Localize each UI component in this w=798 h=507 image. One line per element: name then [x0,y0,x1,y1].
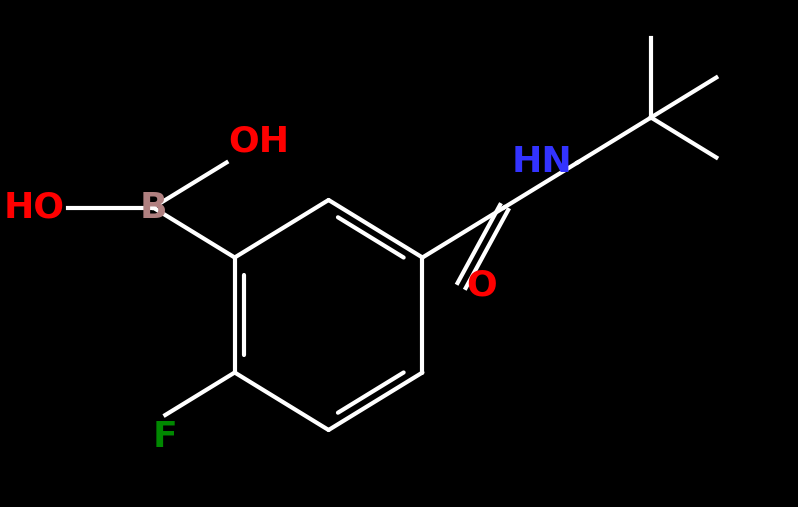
Text: O: O [466,268,497,303]
Text: OH: OH [228,125,290,159]
Text: F: F [153,420,178,454]
Text: B: B [140,191,167,225]
Text: HN: HN [512,146,573,179]
Text: HO: HO [3,191,65,225]
